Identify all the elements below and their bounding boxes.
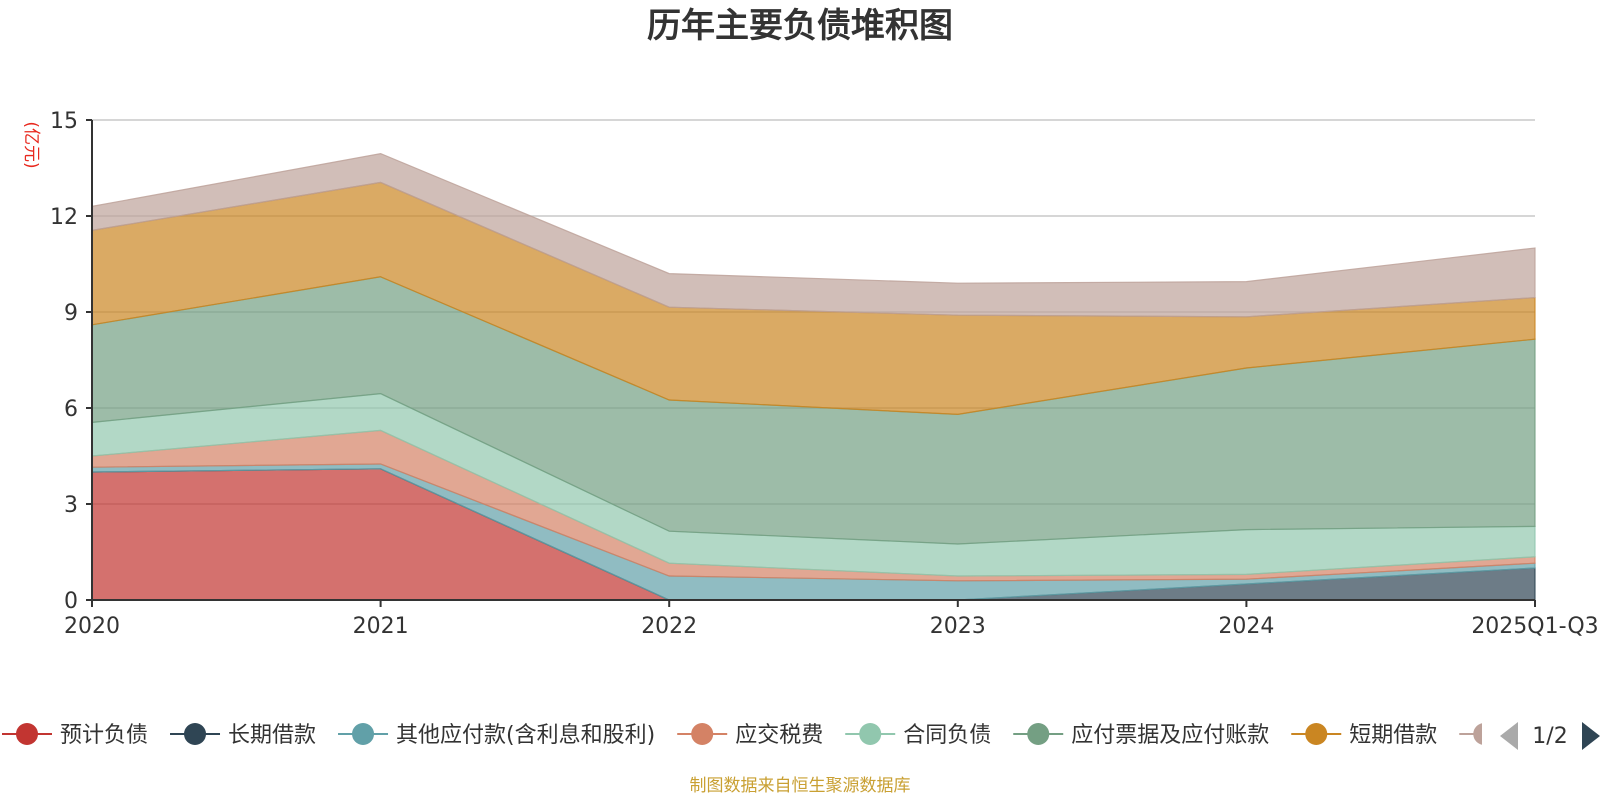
legend-item[interactable]: 其他 bbox=[1459, 723, 1561, 748]
legend-label: 应交税费 bbox=[735, 723, 823, 748]
legend: 预计负债 长期借款 其他应付款(含利息和股利) 应交税费 合同负债 应付票据及应付账款 短期… bbox=[2, 723, 1561, 748]
legend-pager: 1/2 bbox=[1500, 722, 1600, 750]
y-tick-label: 6 bbox=[64, 397, 78, 422]
legend-circle-marker bbox=[1305, 723, 1328, 745]
area-series-group bbox=[91, 152, 1536, 601]
y-tick-label: 12 bbox=[50, 205, 78, 230]
x-tick-label: 2023 bbox=[930, 614, 986, 639]
legend-circle-marker bbox=[184, 723, 207, 745]
y-tick-label: 15 bbox=[50, 109, 78, 134]
x-tick-label: 2025Q1-Q3 bbox=[1471, 614, 1598, 639]
legend-circle-marker bbox=[352, 723, 375, 745]
legend-label: 预计负债 bbox=[60, 723, 148, 748]
legend-item[interactable]: 应付票据及应付账款 bbox=[1013, 723, 1269, 748]
legend-item[interactable]: 其他应付款(含利息和股利) bbox=[338, 723, 655, 748]
legend-circle-marker bbox=[691, 723, 714, 745]
legend-circle-marker bbox=[1027, 723, 1050, 745]
data-source-note: 制图数据来自恒生聚源数据库 bbox=[690, 776, 911, 796]
x-tick-label: 2020 bbox=[64, 614, 120, 639]
x-tick-label: 2021 bbox=[353, 614, 409, 639]
legend-item[interactable]: 应交税费 bbox=[677, 723, 823, 748]
legend-item[interactable]: 合同负债 bbox=[845, 723, 991, 748]
legend-item[interactable]: 预计负债 bbox=[2, 723, 148, 748]
x-tick-label: 2022 bbox=[641, 614, 697, 639]
legend-next-page-icon[interactable] bbox=[1582, 722, 1600, 750]
legend-label: 长期借款 bbox=[228, 723, 316, 748]
legend-page-indicator: 1/2 bbox=[1532, 724, 1567, 749]
chart-title: 历年主要负债堆积图 bbox=[647, 6, 953, 46]
y-tick-label: 9 bbox=[64, 301, 78, 326]
legend-item[interactable]: 长期借款 bbox=[170, 723, 316, 748]
area-series-7 bbox=[91, 152, 1536, 318]
legend-label: 合同负债 bbox=[903, 723, 991, 748]
axes: 0 3 6 9 12 15 2020 2021 2022 2023 2024 2025Q1-Q3 bbox=[50, 109, 1599, 639]
legend-prev-page-icon[interactable] bbox=[1500, 722, 1518, 750]
x-tick-label: 2024 bbox=[1218, 614, 1274, 639]
legend-label: 短期借款 bbox=[1349, 723, 1437, 748]
legend-circle-marker bbox=[16, 723, 38, 745]
y-axis-label: (亿元) bbox=[21, 121, 41, 168]
y-tick-label: 3 bbox=[64, 493, 78, 518]
legend-label: 应付票据及应付账款 bbox=[1071, 723, 1269, 748]
legend-circle-marker bbox=[859, 723, 882, 745]
legend-label: 其他应付款(含利息和股利) bbox=[396, 723, 655, 748]
legend-circle-marker bbox=[1473, 723, 1482, 745]
y-tick-label: 0 bbox=[64, 589, 78, 614]
legend-item[interactable]: 短期借款 bbox=[1291, 723, 1437, 748]
